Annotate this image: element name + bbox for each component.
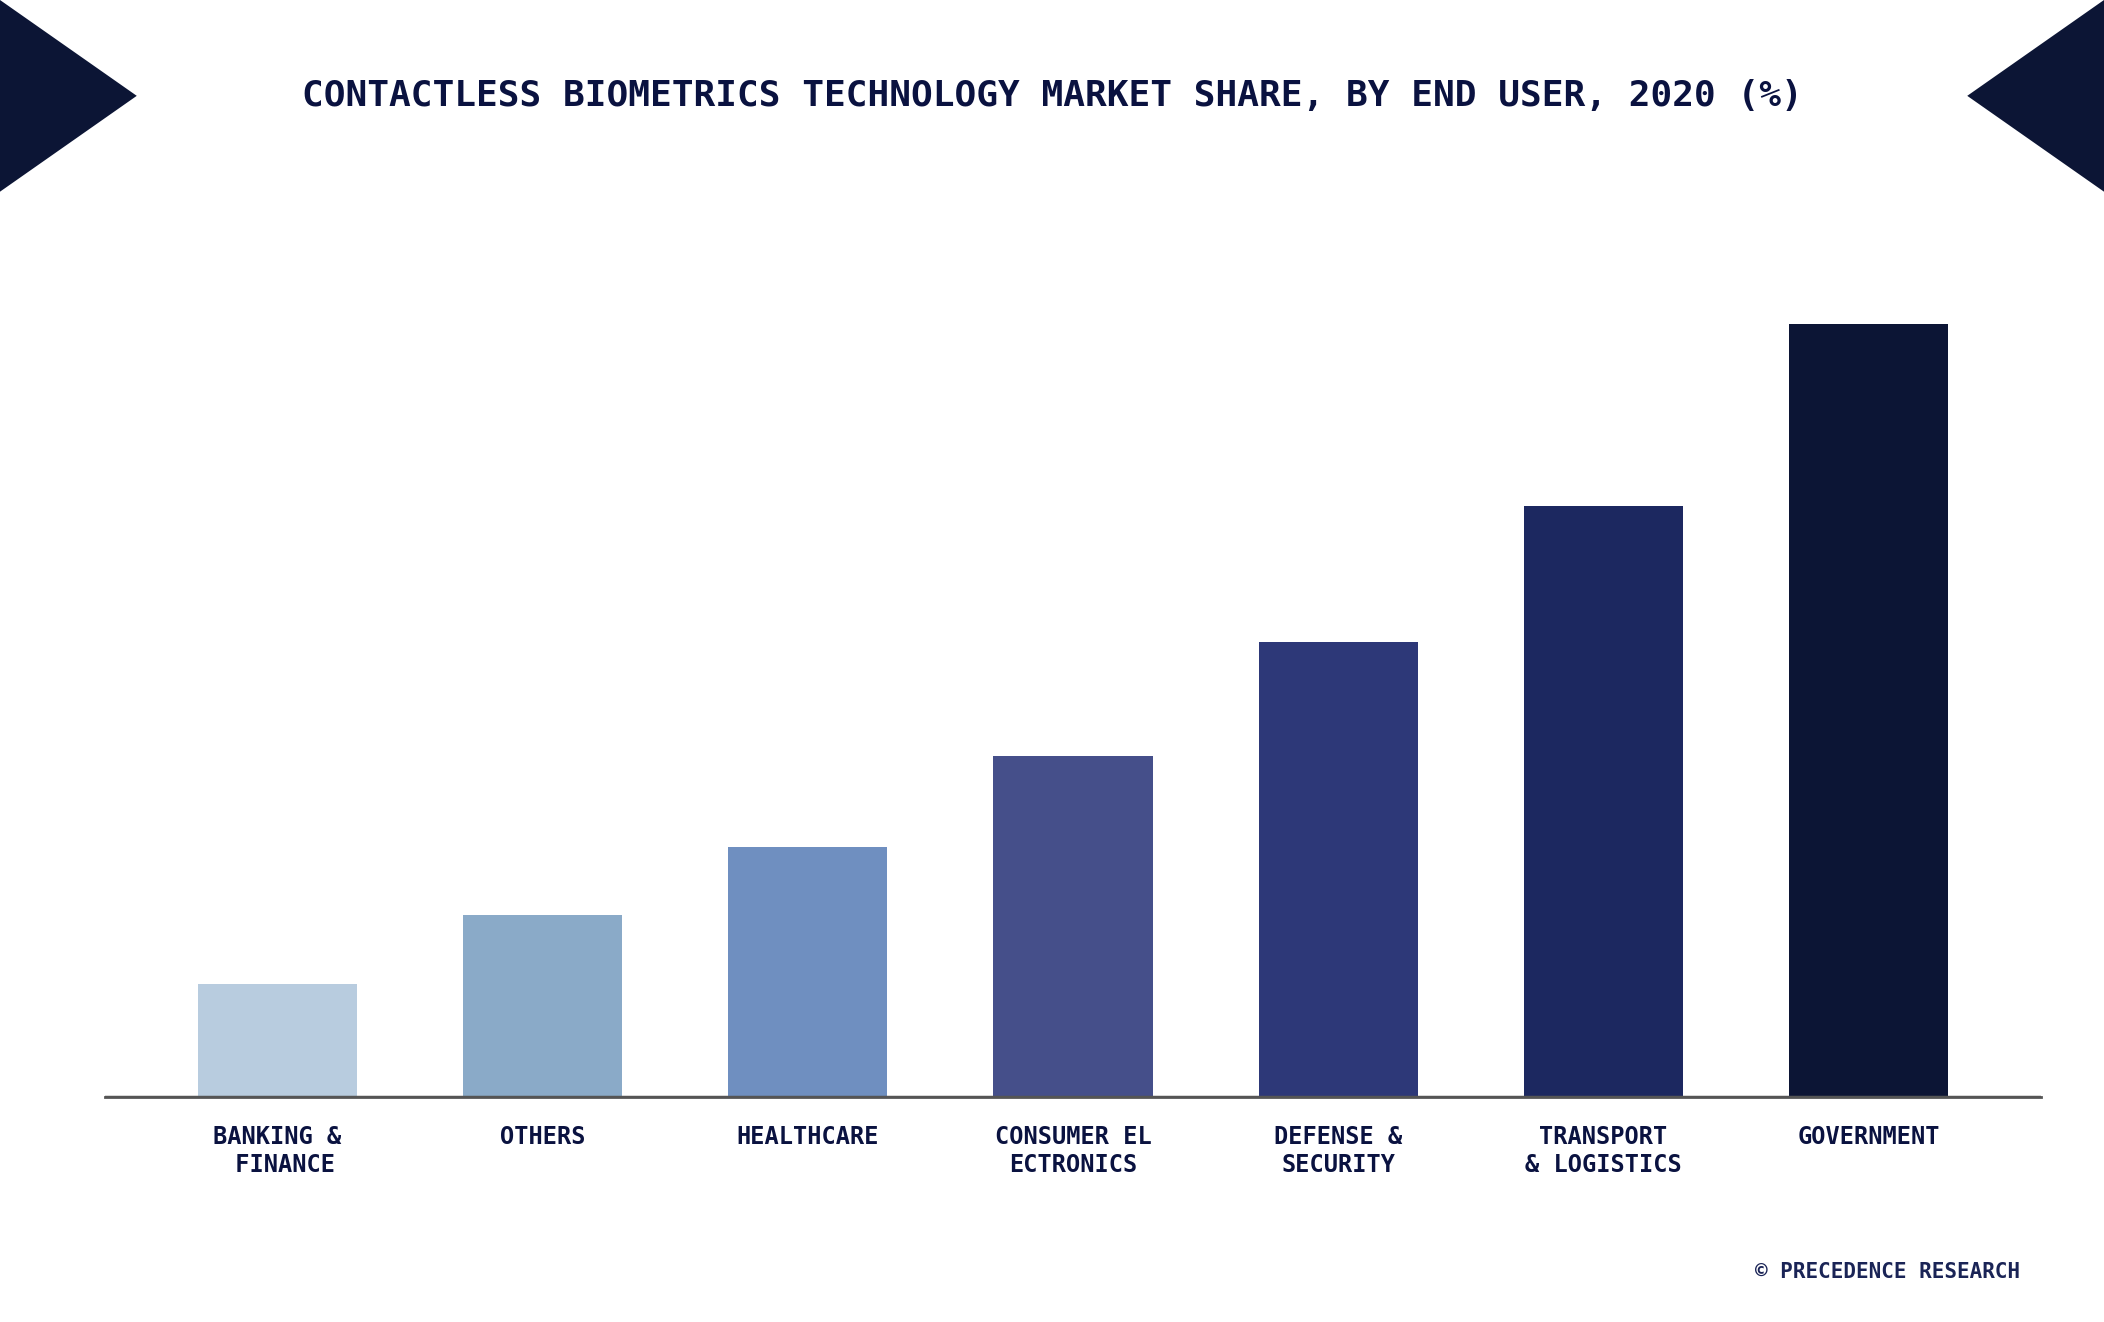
Text: © PRECEDENCE RESEARCH: © PRECEDENCE RESEARCH xyxy=(1755,1263,2020,1282)
Bar xyxy=(1523,506,1683,1097)
Bar xyxy=(463,915,623,1097)
Polygon shape xyxy=(0,0,137,192)
Bar xyxy=(198,984,358,1097)
Bar xyxy=(1258,642,1418,1097)
FancyBboxPatch shape xyxy=(95,12,2009,180)
Bar xyxy=(728,847,888,1097)
Bar xyxy=(1788,324,1948,1097)
Polygon shape xyxy=(1967,0,2104,192)
Text: CONTACTLESS BIOMETRICS TECHNOLOGY MARKET SHARE, BY END USER, 2020 (%): CONTACTLESS BIOMETRICS TECHNOLOGY MARKET… xyxy=(301,79,1803,112)
Bar xyxy=(993,756,1153,1097)
